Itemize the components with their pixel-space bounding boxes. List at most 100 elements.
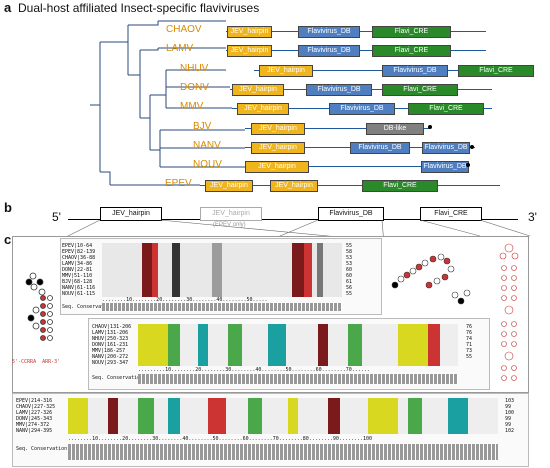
alignment-3-ruler: ........10........20........30........40… — [68, 436, 373, 442]
genome-line — [200, 185, 500, 186]
seq-name: DONV|22-81 — [62, 267, 93, 273]
seq-name: DONV|161-231 — [92, 342, 129, 348]
seq-name: LAMV|227-326 — [16, 410, 53, 416]
domain-box-cre: Flavi_CRE — [382, 84, 458, 96]
seq-name: NANV|294-395 — [16, 428, 53, 434]
domain-box-jev: JEV_hairpin — [270, 180, 318, 192]
alignment-1-conservation — [102, 303, 342, 311]
domain-box-jev: JEV_hairpin — [205, 180, 253, 192]
domain-box-db: Flavivirus_DB — [298, 26, 360, 38]
alignment-3-ends: 103 99 100 99 99 102 — [505, 398, 514, 434]
alignment-2-names: CHAOV|131-206 LAMV|131-206 NHUV|250-323 … — [92, 324, 131, 366]
genome-line — [245, 166, 467, 167]
domain-box-db: Flavivirus_DB — [298, 45, 360, 57]
domain-box-jev: JEV_hairpin — [227, 45, 272, 57]
alignment-1-ends: 55 58 53 53 60 60 61 56 55 — [346, 243, 352, 297]
epev-only-note: (EPEV only) — [213, 222, 246, 228]
domain-box-jev: JEV_hairpin — [227, 26, 272, 38]
domain-box-jev: JEV_hairpin — [251, 123, 305, 135]
domain-box-db: Flavivirus_DB — [306, 84, 372, 96]
alignment-3-names: EPEV|214-316 CHAOV|227-325 LAMV|227-326 … — [16, 398, 55, 434]
stem-loop-diagram-left — [25, 272, 53, 341]
alignment-1-cons-label: Seq. Conservation: — [62, 304, 117, 310]
virus-label: BJV — [193, 121, 212, 132]
domain-box-db: Flavivirus_DB — [382, 65, 448, 77]
seq-end: 99 — [505, 404, 512, 410]
seq-name: CHAOV|131-206 — [92, 324, 132, 330]
seq-end: 61 — [346, 279, 353, 285]
end-dot — [470, 145, 474, 149]
seq-name: LAMV|34-86 — [62, 261, 93, 267]
domain-box-jev: JEV_hairpin — [237, 103, 289, 115]
seq-end: 53 — [346, 255, 353, 261]
virus-label: LAMV — [166, 43, 194, 54]
virus-label: NOUV — [193, 159, 222, 170]
alignment-2-cons-label: Seq. Conservation: — [92, 375, 147, 381]
three-prime-label: 3' — [528, 210, 537, 224]
seq-name: EPEV|82-139 — [62, 249, 96, 255]
seq-end: 74 — [466, 336, 473, 342]
panel-a-title: Dual-host affiliated Insect-specific fla… — [18, 1, 260, 15]
virus-label: EPEV — [165, 178, 192, 189]
domain-box-jev: JEV_hairpin — [245, 161, 309, 173]
domain-box-db: Flavivirus_DB — [350, 142, 410, 154]
end-dot — [466, 163, 470, 167]
seq-end: 53 — [346, 261, 353, 267]
domain-box-dblike: DB-like — [366, 123, 424, 135]
seq-name: NHUV|250-323 — [92, 336, 129, 342]
seq-end: 99 — [505, 416, 512, 422]
seq-end: 76 — [466, 324, 473, 330]
seq-end: 55 — [346, 243, 353, 249]
region-box-flavivirus-db: Flavivirus_DB — [318, 207, 384, 221]
seq-end: 103 — [505, 398, 515, 404]
seq-name: MMV|51-110 — [62, 273, 93, 279]
seq-name: BJV|68-128 — [62, 279, 93, 285]
domain-box-cre: Flavi_CRE — [372, 26, 451, 38]
region-box-jev-hairpin: JEV_hairpin — [100, 207, 162, 221]
alignment-1-colorblocks — [102, 243, 342, 297]
virus-label: MMV — [180, 101, 204, 112]
region-box-flavi-cre: Flavi_CRE — [420, 207, 482, 221]
panel-c-letter: c — [4, 232, 12, 247]
domain-box-jev: JEV_hairpin — [251, 142, 305, 154]
alignment-3-cons-label: Seq. Conservation: — [16, 446, 71, 452]
seq-name: CHAOV|227-325 — [16, 404, 56, 410]
panel-b-letter: b — [4, 200, 12, 215]
alignment-2-ruler: .........10........20........30........4… — [138, 367, 370, 373]
genome-line — [245, 128, 430, 129]
stem-loop-diagram-right — [499, 243, 519, 381]
domain-box-cre: Flavi_CRE — [408, 103, 484, 115]
alignment-2-colorblocks — [138, 324, 458, 366]
stem-loop-ends: 5'-CCRRA ARR-3' — [12, 359, 61, 365]
seq-end: 73 — [466, 348, 473, 354]
seq-name: MMV|274-372 — [16, 422, 50, 428]
seq-end: 76 — [466, 330, 473, 336]
region-box-jev-hairpin-epev: JEV_hairpin — [200, 207, 262, 221]
genome-backbone — [68, 219, 518, 220]
seq-end: 56 — [346, 285, 353, 291]
seq-name: EPEV|214-316 — [16, 398, 53, 404]
seq-name: EPEV|10-64 — [62, 243, 93, 249]
stem-loop-diagram-middle — [391, 253, 471, 305]
end-dot — [428, 125, 432, 129]
seq-end: 60 — [346, 273, 353, 279]
seq-name: NOUV|61-115 — [62, 291, 96, 297]
alignment-1-names: EPEV|10-64 EPEV|82-139 CHAOV|36-88 LAMV|… — [62, 243, 95, 297]
alignment-2-conservation — [138, 374, 458, 384]
seq-name: NANV|200-272 — [92, 354, 129, 360]
alignment-3-colorblocks — [68, 398, 498, 434]
domain-box-db: Flavivirus_DB — [422, 142, 470, 154]
seq-end: 60 — [346, 267, 353, 273]
domain-box-jev: JEV_hairpin — [232, 84, 284, 96]
virus-label: CHAOV — [166, 24, 202, 35]
domain-box-db: Flavivirus_DB — [329, 103, 395, 115]
seq-end: 55 — [466, 354, 473, 360]
seq-end: 100 — [505, 410, 515, 416]
alignment-2-ends: 76 76 74 71 73 55 — [466, 324, 472, 360]
domain-box-cre: Flavi_CRE — [362, 180, 438, 192]
virus-label: DONV — [180, 82, 209, 93]
phylogenetic-tree — [90, 20, 245, 186]
seq-name: NANV|61-116 — [62, 285, 96, 291]
panel-a-letter: a — [4, 0, 12, 15]
seq-name: LAMV|131-206 — [92, 330, 129, 336]
